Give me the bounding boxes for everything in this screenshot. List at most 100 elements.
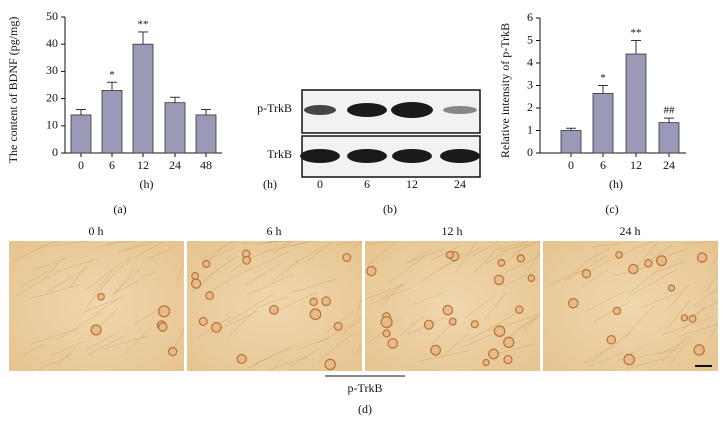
fiber (567, 255, 607, 280)
fiber (202, 240, 234, 260)
fiber (495, 343, 536, 355)
fiber (473, 244, 502, 274)
fiber (380, 287, 413, 300)
fiber (318, 323, 354, 343)
fiber (88, 334, 127, 355)
fiber (485, 250, 508, 265)
cell (430, 344, 442, 356)
fiber (626, 305, 655, 336)
fiber (632, 348, 682, 359)
fiber (106, 240, 136, 245)
fiber (38, 354, 73, 370)
fiber (400, 316, 424, 336)
fiber (50, 340, 86, 357)
fiber (634, 242, 658, 271)
fiber (95, 240, 124, 249)
y-tick-label: 0 (52, 145, 58, 159)
fiber (466, 313, 517, 342)
panel-label: 0 h (89, 224, 104, 238)
cell (644, 258, 653, 268)
fiber (404, 247, 446, 265)
fiber (661, 317, 710, 336)
lane-label: 24 (454, 177, 466, 191)
cell (493, 325, 506, 337)
fiber (639, 290, 683, 309)
bar (625, 53, 647, 154)
fiber (104, 258, 130, 285)
fiber (678, 323, 719, 338)
cell (333, 321, 343, 331)
cell (202, 260, 211, 268)
fiber (13, 240, 55, 262)
fiber (56, 311, 103, 341)
cell (615, 251, 623, 259)
significance: * (600, 72, 606, 84)
x-tick-label: 12 (630, 158, 642, 172)
fiber (268, 356, 309, 371)
cell (448, 317, 457, 326)
fiber (92, 269, 114, 296)
cell (688, 314, 697, 323)
fiber (208, 266, 254, 292)
x-axis-label: (h) (609, 177, 623, 191)
y-tick-label: 40 (46, 36, 58, 50)
cell (157, 322, 168, 332)
y-tick-label: 4 (527, 55, 533, 69)
fiber (512, 242, 537, 254)
fiber (704, 274, 719, 294)
bar (195, 114, 217, 154)
fiber (124, 327, 152, 355)
lane-label: 12 (406, 177, 418, 191)
fiber (286, 245, 325, 270)
cell (90, 324, 102, 336)
scale-bar (695, 365, 712, 367)
cell (568, 298, 579, 309)
fiber (85, 330, 120, 351)
micrographs (9, 240, 719, 371)
bar (592, 92, 614, 154)
fiber (709, 322, 719, 340)
fiber (713, 253, 719, 265)
fiber (55, 258, 98, 273)
fiber (38, 240, 62, 247)
fiber (123, 240, 160, 252)
y-tick-label: 2 (527, 100, 533, 114)
fiber (17, 271, 58, 295)
fiber (247, 251, 290, 272)
cell (527, 274, 536, 282)
cell (242, 255, 252, 265)
y-tick-label: 3 (527, 77, 533, 91)
fiber (344, 240, 363, 255)
fiber (581, 269, 609, 287)
fiber (504, 270, 537, 286)
lane-label: 0 (317, 177, 323, 191)
cell (211, 322, 222, 333)
fiber (257, 296, 288, 308)
cell (198, 316, 208, 326)
bar (560, 130, 582, 154)
cell (515, 305, 524, 314)
y-axis-label: Relative intensity of p-TrkB (498, 23, 512, 158)
fiber (506, 313, 541, 339)
caption: (b) (383, 202, 397, 216)
fiber (538, 240, 541, 256)
bands (300, 102, 480, 163)
caption: (c) (605, 202, 618, 216)
x-tick-label: 0 (78, 158, 84, 172)
cell (628, 263, 639, 275)
cell (497, 258, 506, 267)
fiber (364, 282, 407, 300)
bar (101, 90, 123, 154)
cell (623, 353, 635, 366)
fiber (419, 350, 469, 362)
fiber (247, 345, 293, 369)
x-tick-label: 6 (600, 158, 606, 172)
micro-label: p-TrkB (348, 381, 383, 395)
fiber (354, 344, 363, 355)
fiber (289, 349, 319, 367)
fiber (497, 240, 530, 250)
cell (205, 291, 214, 301)
fiber (367, 240, 395, 245)
fiber (22, 343, 46, 356)
cell (488, 348, 499, 360)
